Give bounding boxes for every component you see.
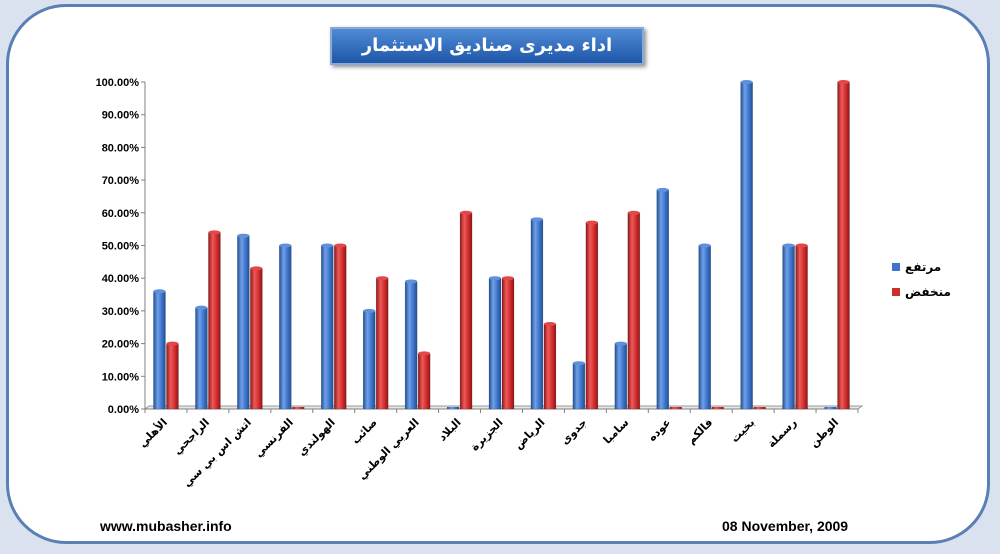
bar-series-2-cap	[166, 341, 179, 346]
bar-series-2	[417, 353, 431, 410]
y-tick-label: 20.00%	[102, 339, 140, 351]
bar-series-2	[543, 323, 557, 410]
x-tick-label: سامبا	[601, 416, 632, 447]
bar-series-1-cap	[279, 243, 292, 248]
bar-series-2	[375, 277, 389, 410]
y-tick-label: 0.00%	[108, 404, 139, 416]
bar-series-2-cap	[837, 80, 850, 84]
bar-series-2	[837, 81, 850, 410]
bar-series-2	[292, 407, 305, 409]
bar-series-1	[195, 307, 208, 410]
bar-series-1-cap	[153, 289, 166, 294]
bar-series-1	[656, 189, 670, 410]
y-tick-label: 70.00%	[102, 175, 140, 187]
y-tick-label: 80.00%	[102, 142, 140, 154]
bar-series-1	[530, 219, 544, 410]
bar-series-2-cap	[627, 210, 640, 215]
x-tick-label: الأهلي	[135, 415, 170, 450]
bar-series-1-cap	[614, 341, 627, 346]
x-tick-label: الفرنسي	[252, 416, 296, 460]
x-tick-label: الوطن	[807, 416, 841, 450]
bar-series-2	[208, 232, 221, 410]
bar-series-2	[627, 212, 641, 410]
bar-series-2-cap	[208, 230, 221, 235]
bar-series-2	[753, 407, 766, 409]
date-label: 08 November, 2009	[722, 518, 849, 534]
bar-series-2-cap	[250, 266, 263, 271]
bar-series-1	[153, 291, 166, 410]
legend-label: منخفض	[905, 285, 951, 299]
bar-series-2	[585, 222, 599, 410]
bar-series-1	[740, 81, 753, 410]
bar-series-2-cap	[543, 321, 556, 326]
bar-series-2-cap	[795, 243, 808, 248]
bar-series-1	[824, 407, 837, 409]
x-tick-label: البلاد	[436, 416, 464, 444]
bar-series-1	[279, 245, 292, 410]
bar-series-2-cap	[460, 210, 473, 215]
x-tick-label: جدوى	[558, 416, 589, 447]
chart-frame	[6, 4, 990, 544]
x-tick-label: الهولندي	[295, 416, 338, 459]
y-tick-label: 60.00%	[102, 208, 140, 220]
y-tick-label: 10.00%	[102, 371, 140, 383]
bar-series-1-cap	[530, 217, 543, 222]
website-label: www.mubasher.info	[100, 518, 232, 534]
legend-swatch	[892, 288, 900, 296]
bar-series-1	[782, 245, 795, 410]
bar-series-1	[362, 310, 376, 410]
bar-series-1	[447, 407, 460, 409]
y-tick-label: 100.00%	[96, 77, 140, 89]
y-tick-label: 90.00%	[102, 110, 140, 122]
bar-series-1	[698, 245, 711, 410]
bar-series-2	[711, 407, 724, 409]
bar-series-1-cap	[195, 305, 208, 310]
bar-series-2	[795, 245, 808, 410]
bar-series-2-cap	[334, 243, 347, 248]
y-tick-label: 50.00%	[102, 241, 140, 253]
bar-series-2	[250, 268, 263, 410]
bar-series-1-cap	[363, 308, 376, 313]
bar-series-1-cap	[237, 233, 250, 238]
bar-series-1-cap	[698, 243, 711, 248]
bar-series-2-cap	[502, 276, 514, 281]
x-tick-label: الراجحي	[171, 416, 212, 457]
y-tick-label: 30.00%	[102, 306, 140, 318]
bar-series-2	[333, 245, 347, 410]
x-tick-label: صائب	[349, 416, 380, 447]
bar-series-1	[320, 245, 334, 410]
chart-title: اداء مديرى صناديق الاستثمار السعودية	[330, 27, 644, 90]
x-tick-label: الرياض	[512, 416, 548, 452]
bar-series-1-cap	[321, 243, 334, 248]
bar-series-2-cap	[418, 351, 431, 356]
bar-series-1-cap	[572, 361, 585, 366]
bar-series-2-cap	[376, 276, 389, 281]
y-tick-label: 40.00%	[102, 273, 140, 285]
bar-series-1-cap	[489, 276, 501, 281]
bar-series-2	[459, 212, 473, 410]
bar-series-1	[572, 362, 586, 410]
x-tick-label: الجزيرة	[468, 416, 506, 454]
bar-series-2	[669, 407, 682, 409]
x-tick-label: فالكم	[685, 416, 716, 447]
bar-series-1-cap	[656, 187, 669, 192]
bar-series-1	[237, 235, 250, 410]
x-tick-label: عوده	[645, 416, 673, 444]
bar-series-1-cap	[740, 80, 753, 84]
legend-swatch	[892, 263, 900, 271]
bar-series-2-cap	[585, 220, 598, 225]
x-tick-label: رسملة	[765, 416, 799, 450]
bar-series-1	[614, 343, 628, 410]
bar-series-1	[404, 281, 418, 410]
bar-series-2	[166, 343, 179, 410]
bar-series-1-cap	[405, 279, 418, 284]
legend-label: مرتفع	[905, 260, 941, 274]
bar-series-1	[488, 277, 502, 410]
bar-series-2	[501, 277, 515, 410]
bar-series-1-cap	[782, 243, 795, 248]
x-tick-label: بخيت	[728, 416, 757, 445]
